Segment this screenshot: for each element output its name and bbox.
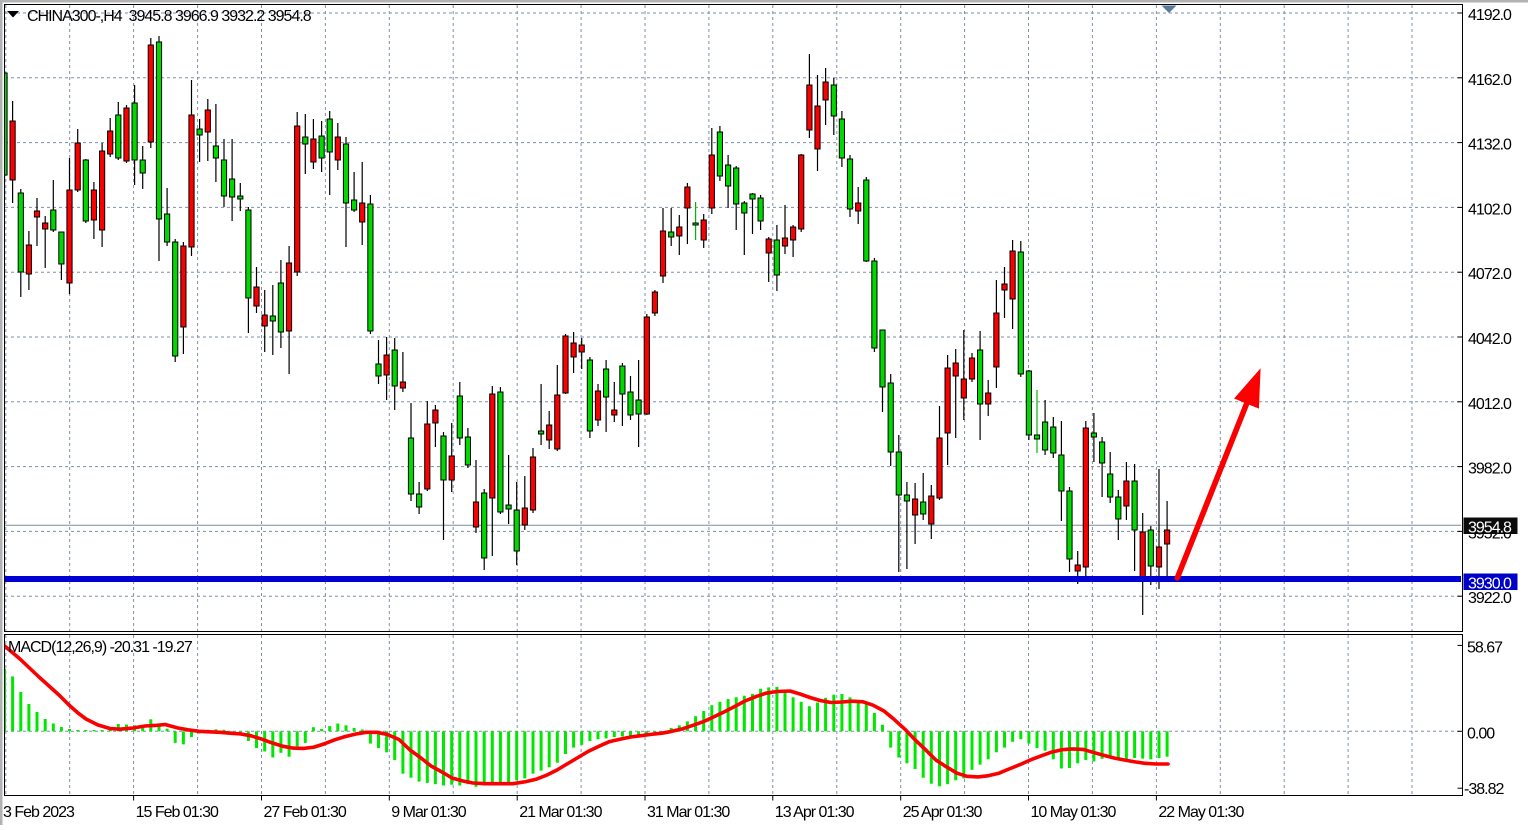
svg-text:4162.0: 4162.0 bbox=[1468, 72, 1512, 89]
svg-text:13 Apr 01:30: 13 Apr 01:30 bbox=[775, 804, 855, 821]
svg-text:3982.0: 3982.0 bbox=[1468, 461, 1512, 478]
svg-text:0.00: 0.00 bbox=[1467, 725, 1495, 742]
svg-text:3 Feb 2023: 3 Feb 2023 bbox=[3, 804, 75, 821]
svg-text:25 Apr 01:30: 25 Apr 01:30 bbox=[903, 804, 983, 821]
svg-text:3954.8: 3954.8 bbox=[1468, 519, 1512, 536]
svg-text:4012.0: 4012.0 bbox=[1468, 396, 1512, 413]
svg-text:3930.0: 3930.0 bbox=[1468, 575, 1512, 592]
svg-text:15 Feb 01:30: 15 Feb 01:30 bbox=[136, 804, 219, 821]
svg-text:58.67: 58.67 bbox=[1467, 639, 1503, 656]
svg-text:22 May 01:30: 22 May 01:30 bbox=[1158, 804, 1244, 821]
svg-text:4192.0: 4192.0 bbox=[1468, 7, 1512, 24]
svg-text:MACD(12,26,9) -20.31 -19.27: MACD(12,26,9) -20.31 -19.27 bbox=[8, 639, 193, 656]
svg-text:10 May 01:30: 10 May 01:30 bbox=[1031, 804, 1117, 821]
svg-text:-38.82: -38.82 bbox=[1464, 781, 1504, 798]
svg-text:CHINA300-,H4 3945.8 3966.9 39: CHINA300-,H4 3945.8 3966.9 3932.2 3954.8 bbox=[27, 8, 312, 25]
svg-text:4132.0: 4132.0 bbox=[1468, 137, 1512, 154]
svg-text:4102.0: 4102.0 bbox=[1468, 201, 1512, 218]
svg-text:21 Mar 01:30: 21 Mar 01:30 bbox=[519, 804, 602, 821]
svg-text:4072.0: 4072.0 bbox=[1468, 266, 1512, 283]
svg-text:4042.0: 4042.0 bbox=[1468, 331, 1512, 348]
svg-text:3922.0: 3922.0 bbox=[1468, 590, 1512, 607]
svg-text:31 Mar 01:30: 31 Mar 01:30 bbox=[647, 804, 730, 821]
svg-text:27 Feb 01:30: 27 Feb 01:30 bbox=[264, 804, 347, 821]
svg-text:9 Mar 01:30: 9 Mar 01:30 bbox=[391, 804, 466, 821]
